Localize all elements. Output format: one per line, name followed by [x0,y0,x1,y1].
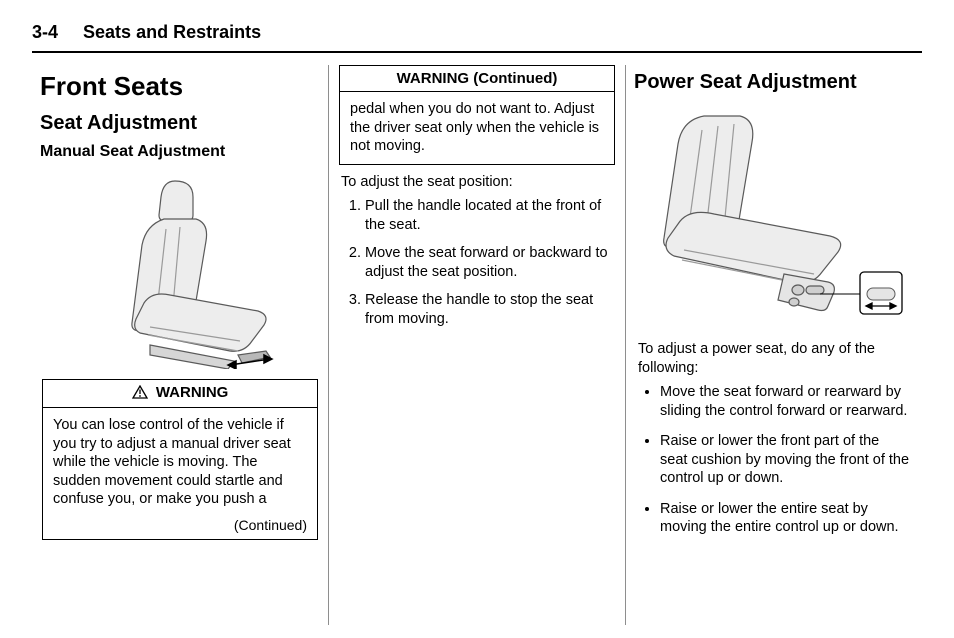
warning-continued-body: pedal when you do not want to. Adjust th… [340,92,614,164]
adjust-lead-text: To adjust the seat position: [341,173,613,192]
column-1: Front Seats Seat Adjustment Manual Seat … [32,65,328,625]
manual-page: 3-4 Seats and Restraints Front Seats Sea… [0,0,954,638]
section-title: Front Seats [40,71,320,102]
warning-box: WARNING You can lose control of the vehi… [42,379,318,540]
step-3: Release the handle to stop the seat from… [365,291,613,328]
subsection-title: Seat Adjustment [40,112,320,135]
warning-label: WARNING [156,384,229,401]
columns: Front Seats Seat Adjustment Manual Seat … [32,65,922,625]
manual-seat-figure [80,169,280,369]
warning-triangle-icon [132,385,148,403]
power-seat-figure [644,102,904,332]
subsubsection-title: Manual Seat Adjustment [40,143,320,161]
power-bullets: Move the seat forward or rearward by sli… [638,383,910,537]
bullet-1: Move the seat forward or rearward by sli… [660,383,910,420]
column-3: Power Seat Adjustment [625,65,922,625]
header-rule [32,51,922,53]
power-seat-title: Power Seat Adjustment [634,71,914,94]
step-1: Pull the handle located at the front of … [365,197,613,234]
running-head: 3-4 Seats and Restraints [32,22,922,43]
bullet-2: Raise or lower the front part of the sea… [660,432,910,488]
warning-continued-box: WARNING (Continued) pedal when you do no… [339,65,615,165]
bullet-3: Raise or lower the entire seat by moving… [660,500,910,537]
power-control-callout [860,272,902,314]
adjust-steps: Pull the handle located at the front of … [341,197,613,328]
page-number: 3-4 [32,22,58,42]
column-2: WARNING (Continued) pedal when you do no… [328,65,625,625]
step-2: Move the seat forward or backward to adj… [365,244,613,281]
warning-body-text: You can lose control of the vehicle if y… [43,408,317,517]
chapter-title: Seats and Restraints [83,22,261,42]
warning-heading: WARNING [43,380,317,408]
warning-continued-heading: WARNING (Continued) [340,66,614,92]
power-lead-text: To adjust a power seat, do any of the fo… [638,340,910,377]
warning-continued-label: (Continued) [43,517,317,539]
